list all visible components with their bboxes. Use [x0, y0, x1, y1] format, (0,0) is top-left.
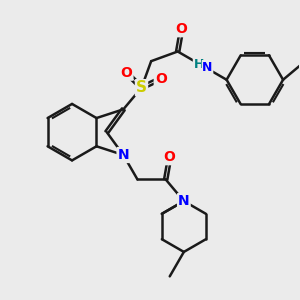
Text: O: O — [121, 66, 133, 80]
Text: H: H — [197, 59, 207, 72]
Text: H: H — [194, 58, 204, 70]
Text: S: S — [136, 80, 147, 95]
Text: O: O — [176, 22, 188, 36]
Text: N: N — [178, 194, 190, 208]
Text: O: O — [155, 72, 167, 86]
Text: O: O — [164, 150, 176, 164]
Text: N: N — [118, 148, 129, 162]
Text: N: N — [202, 61, 213, 74]
